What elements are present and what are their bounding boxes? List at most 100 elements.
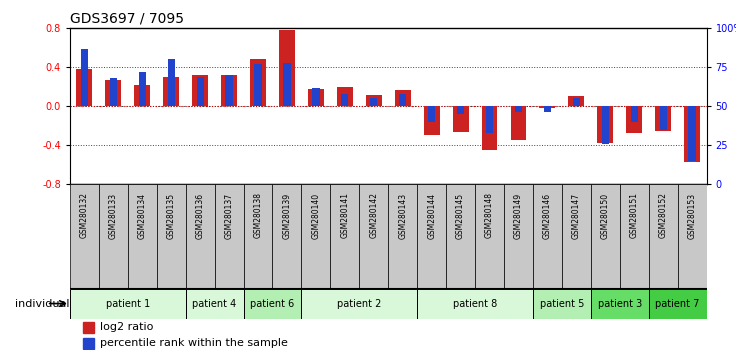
- Text: GSM280149: GSM280149: [514, 193, 523, 239]
- Bar: [568, 97, 584, 106]
- Bar: [250, 59, 266, 106]
- Bar: [221, 75, 237, 106]
- Bar: [81, 48, 88, 106]
- Bar: [424, 106, 439, 136]
- Bar: [312, 87, 319, 106]
- Bar: [134, 85, 150, 106]
- Bar: [515, 106, 522, 113]
- Bar: [475, 184, 504, 289]
- Text: patient 4: patient 4: [193, 298, 237, 309]
- Bar: [399, 94, 406, 106]
- Text: GSM280148: GSM280148: [485, 193, 494, 239]
- Bar: [481, 106, 498, 150]
- Bar: [539, 106, 556, 108]
- Bar: [110, 78, 117, 106]
- Text: GDS3697 / 7095: GDS3697 / 7095: [70, 12, 184, 26]
- Bar: [544, 106, 551, 113]
- Bar: [620, 184, 648, 289]
- Bar: [272, 184, 302, 289]
- Bar: [70, 289, 185, 319]
- Bar: [389, 184, 417, 289]
- Bar: [163, 77, 179, 106]
- Text: patient 5: patient 5: [539, 298, 584, 309]
- Bar: [659, 106, 667, 130]
- Bar: [655, 106, 671, 131]
- Bar: [197, 76, 204, 106]
- Bar: [105, 80, 121, 106]
- Bar: [215, 184, 244, 289]
- Bar: [504, 184, 533, 289]
- Bar: [394, 90, 411, 106]
- Bar: [342, 94, 348, 106]
- Bar: [626, 106, 643, 133]
- Bar: [185, 184, 215, 289]
- Text: GSM280141: GSM280141: [340, 193, 350, 239]
- Bar: [337, 87, 353, 106]
- Bar: [157, 184, 185, 289]
- Bar: [684, 106, 700, 162]
- Bar: [82, 322, 94, 333]
- Bar: [308, 89, 324, 106]
- Text: patient 3: patient 3: [598, 298, 642, 309]
- Bar: [302, 289, 417, 319]
- Text: GSM280138: GSM280138: [253, 193, 263, 239]
- Text: GSM280137: GSM280137: [224, 193, 233, 239]
- Bar: [598, 106, 613, 143]
- Text: GSM280145: GSM280145: [456, 193, 465, 239]
- Text: GSM280146: GSM280146: [543, 193, 552, 239]
- Bar: [601, 106, 609, 144]
- Bar: [648, 289, 707, 319]
- Bar: [428, 106, 435, 122]
- Bar: [255, 64, 261, 106]
- Bar: [533, 184, 562, 289]
- Bar: [511, 106, 526, 140]
- Bar: [417, 289, 533, 319]
- Bar: [533, 289, 591, 319]
- Text: GSM280135: GSM280135: [166, 193, 176, 239]
- Bar: [77, 69, 92, 106]
- Bar: [678, 184, 707, 289]
- Bar: [192, 75, 208, 106]
- Text: GSM280144: GSM280144: [427, 193, 436, 239]
- Bar: [562, 184, 591, 289]
- Bar: [99, 184, 128, 289]
- Bar: [244, 289, 302, 319]
- Text: log2 ratio: log2 ratio: [100, 322, 153, 332]
- Bar: [591, 184, 620, 289]
- Bar: [631, 106, 638, 122]
- Bar: [648, 184, 678, 289]
- Text: GSM280136: GSM280136: [196, 193, 205, 239]
- Bar: [82, 338, 94, 349]
- Text: GSM280151: GSM280151: [630, 193, 639, 239]
- Text: GSM280139: GSM280139: [283, 193, 291, 239]
- Bar: [486, 106, 493, 133]
- Bar: [591, 289, 648, 319]
- Text: GSM280134: GSM280134: [138, 193, 146, 239]
- Bar: [70, 184, 99, 289]
- Bar: [283, 63, 291, 106]
- Bar: [453, 106, 469, 132]
- Bar: [417, 184, 446, 289]
- Bar: [128, 184, 157, 289]
- Bar: [457, 106, 464, 114]
- Text: GSM280147: GSM280147: [572, 193, 581, 239]
- Text: percentile rank within the sample: percentile rank within the sample: [100, 338, 288, 348]
- Bar: [168, 59, 175, 106]
- Text: GSM280153: GSM280153: [687, 193, 696, 239]
- Bar: [359, 184, 389, 289]
- Bar: [330, 184, 359, 289]
- Bar: [244, 184, 272, 289]
- Text: GSM280142: GSM280142: [369, 193, 378, 239]
- Text: GSM280152: GSM280152: [659, 193, 668, 239]
- Text: patient 7: patient 7: [656, 298, 700, 309]
- Text: patient 8: patient 8: [453, 298, 498, 309]
- Bar: [185, 289, 244, 319]
- Text: GSM280143: GSM280143: [398, 193, 407, 239]
- Bar: [573, 98, 580, 106]
- Text: patient 6: patient 6: [250, 298, 294, 309]
- Bar: [302, 184, 330, 289]
- Bar: [225, 75, 233, 106]
- Text: individual: individual: [15, 298, 69, 309]
- Bar: [688, 106, 696, 161]
- Bar: [279, 30, 295, 106]
